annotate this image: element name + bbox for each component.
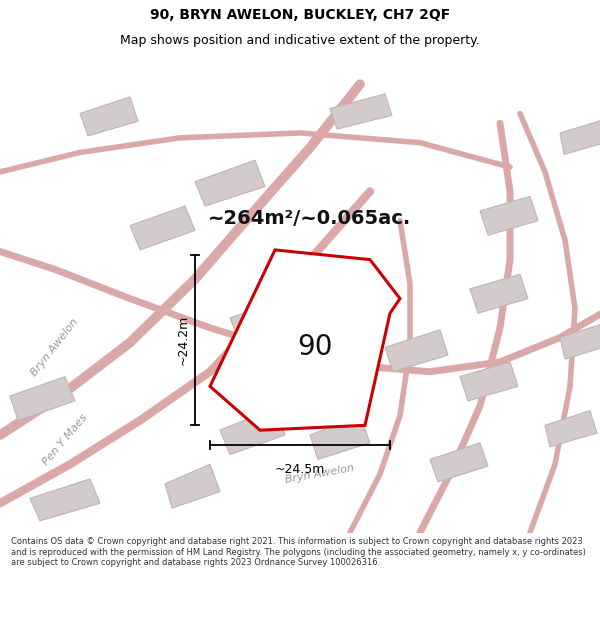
Polygon shape	[470, 274, 528, 313]
Polygon shape	[480, 196, 538, 235]
Polygon shape	[430, 443, 488, 482]
Polygon shape	[330, 94, 392, 129]
Polygon shape	[80, 97, 138, 136]
Text: Bryn Awelon: Bryn Awelon	[285, 463, 355, 485]
Text: 90, BRYN AWELON, BUCKLEY, CH7 2QF: 90, BRYN AWELON, BUCKLEY, CH7 2QF	[150, 8, 450, 22]
Polygon shape	[165, 464, 220, 508]
Text: Pen Y Maes: Pen Y Maes	[41, 412, 89, 468]
Text: ~24.5m: ~24.5m	[275, 462, 325, 476]
Text: Bryn Awelon: Bryn Awelon	[29, 317, 80, 378]
Polygon shape	[460, 362, 518, 401]
Text: ~264m²/~0.065ac.: ~264m²/~0.065ac.	[208, 209, 412, 228]
Polygon shape	[210, 250, 400, 430]
Text: Map shows position and indicative extent of the property.: Map shows position and indicative extent…	[120, 34, 480, 47]
Text: ~24.2m: ~24.2m	[176, 314, 190, 364]
Polygon shape	[220, 408, 285, 454]
Text: 90: 90	[297, 333, 333, 361]
Polygon shape	[230, 296, 300, 343]
Polygon shape	[195, 160, 265, 206]
Polygon shape	[130, 206, 195, 250]
Polygon shape	[310, 416, 370, 459]
Polygon shape	[560, 323, 600, 359]
Polygon shape	[10, 377, 75, 421]
Polygon shape	[545, 411, 597, 447]
Polygon shape	[30, 479, 100, 521]
Polygon shape	[560, 118, 600, 154]
Polygon shape	[385, 330, 448, 372]
Text: Contains OS data © Crown copyright and database right 2021. This information is : Contains OS data © Crown copyright and d…	[11, 537, 586, 567]
